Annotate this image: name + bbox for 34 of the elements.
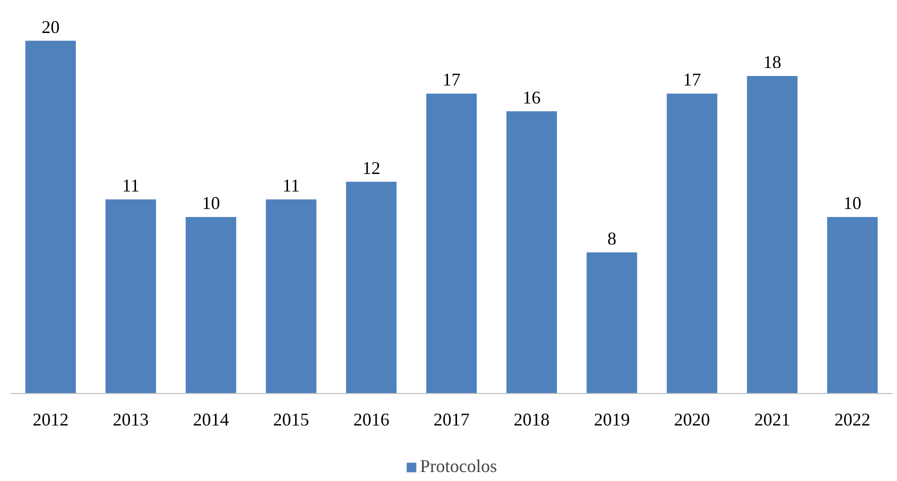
bar xyxy=(746,76,798,394)
legend-label: Protocolos xyxy=(420,456,498,477)
x-tick-label: 2018 xyxy=(514,409,550,430)
data-label: 11 xyxy=(282,175,300,196)
bar xyxy=(426,94,477,394)
data-label: 8 xyxy=(607,228,616,248)
bar xyxy=(346,182,397,394)
data-label: 16 xyxy=(522,87,541,108)
x-tick-label: 2012 xyxy=(32,409,69,430)
bar xyxy=(106,199,156,394)
x-tick-label: 2020 xyxy=(674,409,710,430)
bar xyxy=(266,199,316,394)
x-tick-label: 2022 xyxy=(834,409,870,430)
x-tick-label: 2014 xyxy=(192,409,229,430)
bar xyxy=(827,217,878,394)
x-tick-label: 2015 xyxy=(273,409,310,430)
data-label: 10 xyxy=(202,193,220,214)
bar xyxy=(666,94,718,394)
data-label: 18 xyxy=(763,52,782,72)
data-label: 10 xyxy=(843,193,862,214)
data-label: 17 xyxy=(683,70,702,90)
x-tick-label: 2021 xyxy=(754,409,790,430)
bar xyxy=(25,40,76,394)
data-label: 20 xyxy=(42,16,60,37)
data-label: 12 xyxy=(362,158,380,178)
x-tick-label: 2016 xyxy=(353,409,390,430)
x-tick-label: 2017 xyxy=(434,409,470,430)
bar xyxy=(506,111,557,394)
bar xyxy=(586,252,638,394)
x-tick-label: 2019 xyxy=(594,409,630,430)
bar xyxy=(186,217,236,394)
x-tick-label: 2013 xyxy=(112,409,149,430)
data-label: 17 xyxy=(442,70,460,90)
data-label: 11 xyxy=(122,175,140,196)
